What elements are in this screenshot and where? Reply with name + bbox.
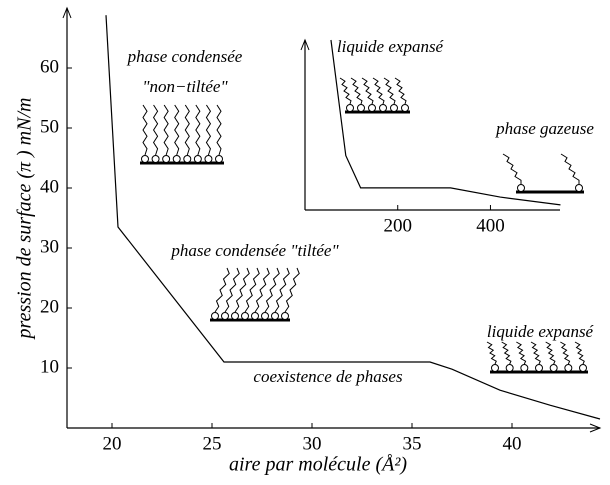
y-tick-label: 30	[40, 236, 59, 257]
head-group	[505, 364, 514, 372]
tail	[545, 341, 556, 365]
x-axis-label: aire par molécule (Å²)	[229, 454, 407, 476]
annotation: phase gazeuse	[495, 119, 594, 138]
tail	[372, 77, 385, 105]
y-arrow	[62, 6, 72, 19]
head-group	[231, 312, 239, 320]
tail	[195, 104, 201, 156]
tail	[361, 77, 374, 105]
head-group	[215, 155, 223, 163]
x-tick-label: 35	[403, 433, 422, 454]
head-group	[517, 184, 525, 192]
tail	[350, 77, 363, 105]
head-group	[549, 364, 558, 372]
head-group	[211, 312, 219, 320]
head-group	[401, 104, 409, 112]
tail	[254, 267, 270, 313]
tail	[264, 267, 280, 313]
x-tick-label: 40	[503, 433, 522, 454]
tail	[486, 341, 497, 365]
tail	[234, 267, 250, 313]
head-group	[151, 155, 160, 163]
head-group	[221, 312, 229, 320]
head-group	[520, 364, 529, 372]
annotation: "non−tiltée"	[142, 77, 228, 96]
head-group	[491, 364, 499, 372]
tail	[184, 104, 190, 156]
head-group	[261, 312, 269, 320]
head-group	[535, 364, 543, 372]
head-group	[172, 155, 181, 163]
x-tick-label: 400	[476, 215, 505, 236]
head-group	[564, 364, 573, 372]
head-group	[183, 155, 192, 163]
tail	[205, 104, 212, 156]
head-group	[357, 104, 365, 112]
tail	[394, 77, 407, 105]
annotation: liquide expansé	[337, 37, 445, 56]
tail	[174, 104, 180, 156]
y-tick-label: 50	[40, 116, 59, 137]
y-arrow	[300, 38, 310, 51]
molecule-drawings	[140, 77, 588, 374]
tail	[244, 267, 260, 313]
head-group	[251, 312, 259, 320]
tail	[383, 77, 396, 105]
tail	[339, 77, 352, 105]
data-line	[105, 15, 601, 420]
tail	[224, 267, 240, 313]
head-group	[204, 155, 213, 163]
tail	[574, 341, 585, 365]
data-line	[330, 39, 561, 206]
annotation: liquide expansé	[487, 322, 595, 341]
head-group	[346, 104, 354, 112]
y-axis-label: pression de surface (π ) mN/m	[14, 98, 36, 341]
y-tick-label: 60	[40, 56, 59, 77]
tail	[560, 153, 580, 184]
head-group	[241, 312, 249, 320]
x-tick-label: 200	[383, 215, 412, 236]
x-arrow	[589, 423, 602, 433]
head-group	[390, 104, 398, 112]
annotation: phase condensée	[127, 47, 243, 66]
head-group	[579, 364, 587, 372]
tail	[274, 267, 290, 313]
tail	[502, 153, 522, 184]
head-group	[162, 155, 171, 163]
y-tick-label: 20	[40, 296, 59, 317]
y-tick-label: 10	[40, 356, 59, 377]
tail	[142, 104, 148, 156]
head-group	[575, 184, 583, 192]
tail	[284, 267, 300, 313]
annotation: phase condensée "tiltée"	[170, 241, 339, 260]
x-tick-label: 20	[103, 433, 122, 454]
tail	[152, 104, 159, 156]
head-group	[379, 104, 387, 112]
head-group	[281, 312, 289, 320]
tail	[216, 104, 222, 156]
head-group	[141, 155, 149, 163]
tail	[516, 341, 527, 365]
tail	[560, 341, 571, 365]
tail	[501, 341, 512, 365]
head-group	[368, 104, 376, 112]
tail	[530, 341, 541, 365]
tail	[163, 104, 169, 156]
head-group	[271, 312, 279, 320]
x-tick-label: 30	[303, 433, 322, 454]
tail	[214, 267, 230, 313]
y-tick-label: 40	[40, 176, 59, 197]
annotation: coexistence de phases	[253, 367, 403, 386]
head-group	[193, 155, 202, 163]
x-tick-label: 25	[203, 433, 222, 454]
